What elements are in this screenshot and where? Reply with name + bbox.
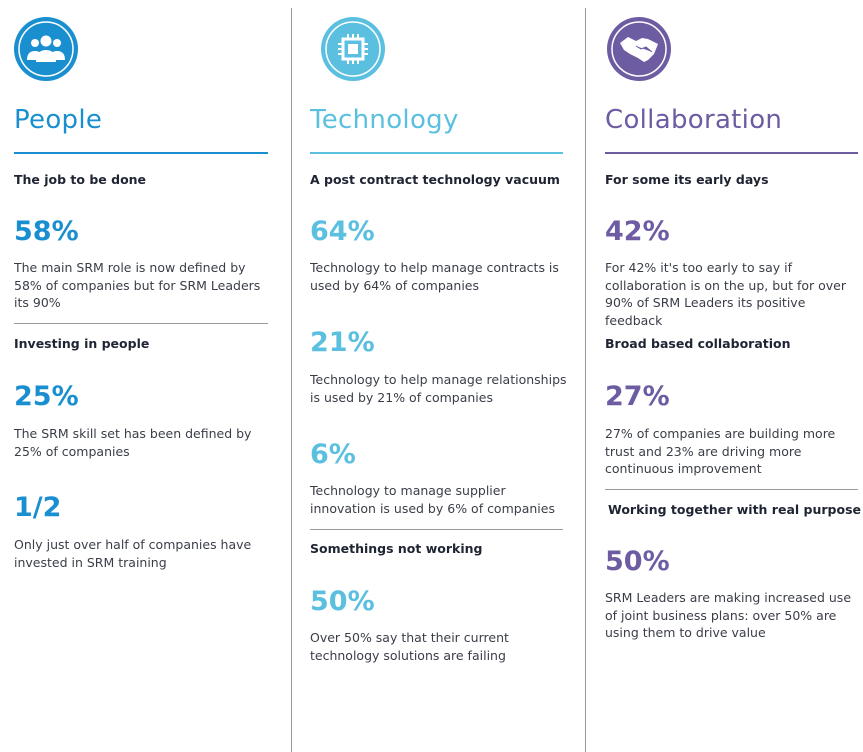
stat-text: Over 50% say that their current technolo… [310,630,509,663]
stat-text: Technology to help manage contracts is u… [310,260,559,293]
stat-figure: 50% [310,586,375,617]
title-rule [310,152,563,154]
section-rule [310,529,563,530]
stat-text: The SRM skill set has been defined by 25… [14,426,252,459]
section-heading: For some its early days [605,172,769,187]
section-heading: Broad based collaboration [605,336,791,351]
stat-text: For 42% it's too early to say if collabo… [605,260,846,328]
stat-text: Technology to help manage relationships … [310,372,567,405]
stat-text: The main SRM role is now defined by 58% … [14,260,261,310]
title-rule [605,152,858,154]
stat-text: 27% of companies are building more trust… [605,426,836,476]
section-heading: Somethings not working [310,541,483,556]
stat-figure: 1/2 [14,492,62,523]
stat-figure: 58% [14,216,79,247]
stat-text: SRM Leaders are making increased use of … [605,590,852,640]
section-heading: A post contract technology vacuum [310,172,560,187]
stat-figure: 50% [605,546,670,577]
section-heading: Investing in people [14,336,150,351]
section-rule [14,323,268,324]
collaboration-icon [607,17,671,81]
stat-figure: 42% [605,216,670,247]
section-heading: The job to be done [14,172,147,187]
column-title: Technology [310,105,459,135]
column-divider [291,8,292,752]
stat-text: Technology to manage supplier innovation… [310,483,555,516]
stat-text: Only just over half of companies have in… [14,537,252,570]
stat-figure: 27% [605,381,670,412]
technology-icon [321,17,385,81]
section-rule [605,489,858,490]
stat-figure: 6% [310,439,356,470]
column-divider [585,8,586,752]
stat-figure: 25% [14,381,79,412]
column-title: Collaboration [605,105,783,135]
people-icon [14,17,78,81]
section-heading: Working together with real purpose [608,502,861,517]
stat-figure: 21% [310,327,375,358]
title-rule [14,152,268,154]
stat-figure: 64% [310,216,375,247]
column-title: People [14,105,103,135]
